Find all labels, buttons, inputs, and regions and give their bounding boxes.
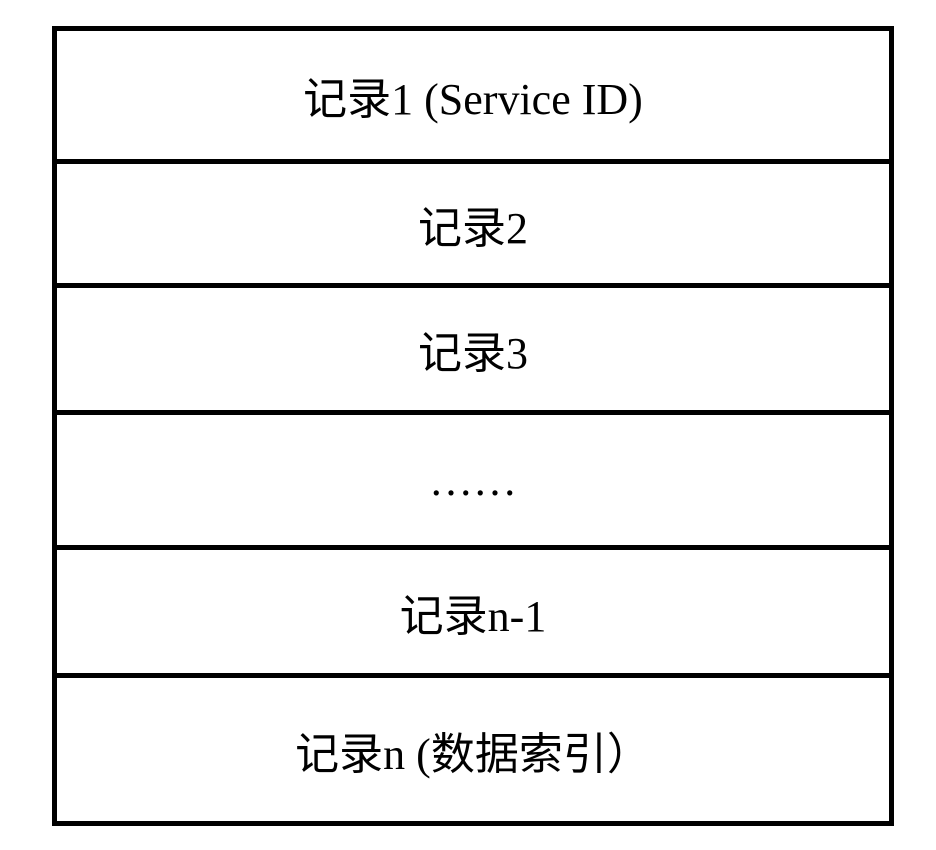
row-label: 记录2 <box>418 192 528 256</box>
row-label: 记录3 <box>418 317 528 381</box>
table-row: 记录n (数据索引） <box>52 678 894 826</box>
row-label: …… <box>429 455 517 506</box>
table-row: 记录3 <box>52 288 894 415</box>
record-table: 记录1 (Service ID) 记录2 记录3 …… 记录n-1 记录n (数据索引） <box>52 26 894 826</box>
table-row: 记录1 (Service ID) <box>52 26 894 164</box>
table-row: …… <box>52 415 894 550</box>
row-label: 记录n (数据索引） <box>295 718 651 782</box>
row-label: 记录1 (Service ID) <box>303 63 643 127</box>
table-row: 记录2 <box>52 164 894 288</box>
row-label: 记录n-1 <box>400 580 547 644</box>
table-row: 记录n-1 <box>52 550 894 678</box>
